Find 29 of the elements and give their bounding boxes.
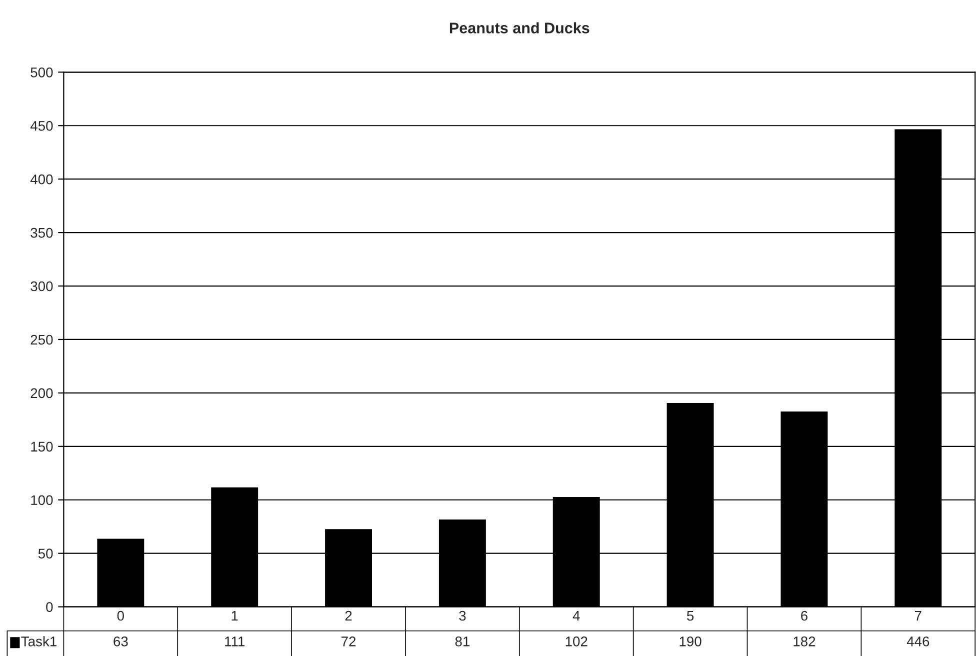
data-label: 111 <box>225 636 244 646</box>
chart-title: Peanuts and Ducks <box>450 22 590 34</box>
x-tick-label: 6 <box>801 610 808 621</box>
y-tick-label: 300 <box>30 281 53 292</box>
data-label: 81 <box>455 636 470 646</box>
y-tick-label: 0 <box>46 602 53 612</box>
x-tick-label: 0 <box>117 610 124 621</box>
x-tick-label: 5 <box>686 610 694 621</box>
legend-label: Task1 <box>21 636 56 646</box>
data-label: 72 <box>342 636 356 646</box>
y-tick-label: 200 <box>30 388 53 398</box>
data-label: 63 <box>114 636 128 646</box>
data-label: 190 <box>680 636 702 646</box>
x-tick-label: 1 <box>232 610 238 621</box>
y-tick-label: 500 <box>30 67 53 78</box>
y-tick-label: 50 <box>38 548 53 559</box>
y-tick-label: 400 <box>30 174 53 184</box>
y-tick-label: 450 <box>30 120 53 131</box>
x-tick-label: 2 <box>345 610 352 621</box>
x-tick-label: 4 <box>572 610 580 621</box>
data-label: 446 <box>906 636 930 646</box>
data-label: 182 <box>794 636 816 646</box>
x-tick-label: 3 <box>459 610 466 621</box>
y-tick-label: 100 <box>31 495 53 506</box>
data-label: 102 <box>566 636 588 646</box>
y-tick-label: 150 <box>31 442 53 452</box>
y-tick-label: 350 <box>30 228 53 238</box>
x-tick-label: 7 <box>914 610 922 621</box>
y-tick-label: 250 <box>30 334 53 345</box>
